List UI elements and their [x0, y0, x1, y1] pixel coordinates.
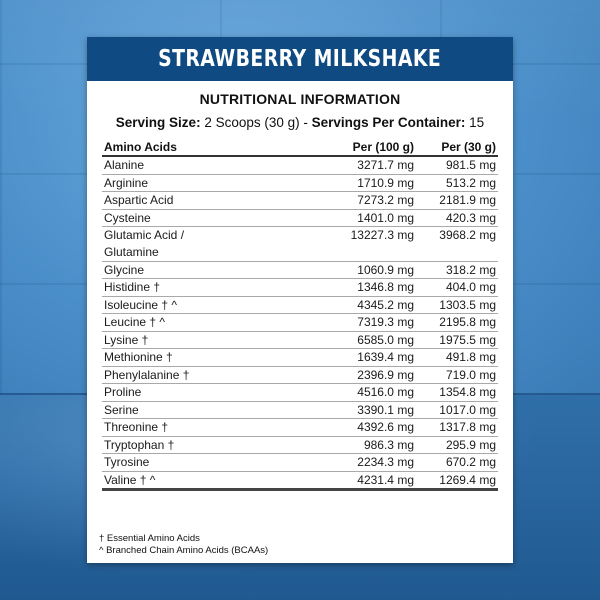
value-per-30g: 2181.9 mg — [439, 193, 496, 207]
amino-acid-name: Aspartic Acid — [104, 193, 174, 207]
amino-acid-table: Amino Acids Per (100 g) Per (30 g) Alani… — [102, 140, 498, 491]
amino-acid-name: Histidine † — [104, 280, 161, 294]
amino-acid-name: Threonine † — [104, 420, 169, 434]
table-row: Arginine 1710.9 mg 513.2 mg — [102, 175, 498, 192]
amino-acid-name: Cysteine — [104, 210, 151, 225]
nutrition-label-card: STRAWBERRY MILKSHAKE NUTRITIONAL INFORMA… — [87, 37, 513, 563]
table-row: Cysteine 1401.0 mg 420.3 mg — [102, 210, 498, 227]
value-per-30g: 491.8 mg — [445, 350, 496, 364]
amino-acid-name: Serine — [104, 402, 139, 417]
value-per-30g: 981.5 mg — [445, 158, 496, 172]
value-per-100g: 1639.4 mg — [357, 350, 414, 364]
amino-acid-name: Alanine — [104, 158, 145, 172]
amino-acid-name: Glycine — [104, 262, 145, 277]
value-per-100g: 1060.9 mg — [357, 262, 414, 277]
value-per-30g: 1269.4 mg — [439, 472, 496, 487]
value-per-100g: 2396.9 mg — [357, 367, 414, 382]
value-per-30g: 295.9 mg — [445, 437, 496, 452]
value-per-30g: 1354.8 mg — [439, 385, 496, 399]
label-header: STRAWBERRY MILKSHAKE — [87, 37, 513, 81]
table-row: Alanine 3271.7 mg 981.5 mg — [102, 157, 498, 175]
column-header-per-100g: Per (100 g) — [352, 140, 414, 154]
column-header-amino-acids: Amino Acids — [104, 140, 177, 154]
amino-acid-name: Lysine † — [104, 332, 149, 347]
value-per-100g: 4345.2 mg — [357, 297, 414, 312]
value-per-100g: 4392.6 mg — [357, 420, 414, 434]
value-per-100g: 3390.1 mg — [357, 402, 414, 417]
table-row: Serine 3390.1 mg 1017.0 mg — [102, 402, 498, 419]
serving-size-label: Serving Size: — [115, 115, 201, 130]
value-per-100g: 1401.0 mg — [357, 210, 414, 225]
table-row: Leucine † ^ 7319.3 mg 2195.8 mg — [102, 314, 498, 332]
value-per-30g: 3968.2 mg — [439, 228, 496, 242]
table-row: Glutamic Acid / Glutamine 13227.3 mg 396… — [102, 227, 498, 262]
amino-acid-name-line2: Glutamine — [104, 245, 159, 259]
value-per-100g: 1710.9 mg — [357, 175, 414, 190]
value-per-30g: 513.2 mg — [445, 175, 496, 190]
value-per-100g: 13227.3 mg — [350, 228, 414, 242]
table-row: Tyrosine 2234.3 mg 670.2 mg — [102, 454, 498, 472]
table-row: Tryptophan † 986.3 mg 295.9 mg — [102, 437, 498, 454]
table-row: Lysine † 6585.0 mg 1975.5 mg — [102, 332, 498, 349]
product-title: STRAWBERRY MILKSHAKE — [158, 46, 442, 72]
table-row: Glycine 1060.9 mg 318.2 mg — [102, 262, 498, 279]
serving-info: Serving Size: 2 Scoops (30 g) - Servings… — [87, 115, 513, 130]
amino-acid-name: Tryptophan † — [104, 437, 175, 452]
value-per-100g: 4516.0 mg — [357, 385, 414, 399]
value-per-100g: 7319.3 mg — [357, 315, 414, 329]
value-per-30g: 318.2 mg — [445, 262, 496, 277]
amino-acid-name: Glutamic Acid / Glutamine — [102, 227, 324, 261]
amino-acid-name: Arginine — [104, 175, 149, 190]
value-per-30g: 420.3 mg — [445, 210, 496, 225]
footnotes: † Essential Amino Acids ^ Branched Chain… — [99, 533, 268, 557]
table-row: Threonine † 4392.6 mg 1317.8 mg — [102, 419, 498, 437]
value-per-100g: 7273.2 mg — [357, 193, 414, 207]
value-per-30g: 2195.8 mg — [439, 315, 496, 329]
table-row: Aspartic Acid 7273.2 mg 2181.9 mg — [102, 192, 498, 210]
table-row: Phenylalanine † 2396.9 mg 719.0 mg — [102, 367, 498, 384]
value-per-100g: 1346.8 mg — [357, 280, 414, 294]
amino-acid-name: Isoleucine † ^ — [104, 297, 178, 312]
value-per-100g: 6585.0 mg — [357, 332, 414, 347]
amino-acid-name: Proline — [104, 385, 142, 399]
table-row: Histidine † 1346.8 mg 404.0 mg — [102, 279, 498, 297]
amino-acid-name: Methionine † — [104, 350, 173, 364]
amino-acid-name-line1: Glutamic Acid / — [104, 228, 185, 242]
value-per-30g: 1317.8 mg — [439, 420, 496, 434]
value-per-30g: 719.0 mg — [445, 367, 496, 382]
section-title: NUTRITIONAL INFORMATION — [199, 91, 401, 107]
value-per-100g: 4231.4 mg — [357, 472, 414, 487]
footnote-bcaa: ^ Branched Chain Amino Acids (BCAAs) — [99, 545, 269, 556]
amino-acid-name: Phenylalanine † — [104, 367, 190, 382]
footnote-essential-amino-acids: † Essential Amino Acids — [99, 533, 200, 544]
amino-acid-name: Tyrosine — [104, 455, 150, 469]
servings-per-container-value: 15 — [465, 115, 485, 130]
table-row: Valine † ^ 4231.4 mg 1269.4 mg — [102, 472, 498, 491]
value-per-30g: 670.2 mg — [445, 455, 496, 469]
serving-size-value: 2 Scoops (30 g) - — [200, 115, 312, 130]
table-row: Isoleucine † ^ 4345.2 mg 1303.5 mg — [102, 297, 498, 314]
amino-acid-name: Leucine † ^ — [104, 315, 166, 329]
value-per-100g: 3271.7 mg — [357, 158, 414, 172]
servings-per-container-label: Servings Per Container: — [311, 115, 466, 130]
table-row: Methionine † 1639.4 mg 491.8 mg — [102, 349, 498, 367]
value-per-100g: 2234.3 mg — [357, 455, 414, 469]
value-per-30g: 1303.5 mg — [439, 297, 496, 312]
table-header-row: Amino Acids Per (100 g) Per (30 g) — [102, 140, 498, 157]
value-per-30g: 1975.5 mg — [439, 332, 496, 347]
column-header-per-30g: Per (30 g) — [441, 140, 496, 154]
table-row: Proline 4516.0 mg 1354.8 mg — [102, 384, 498, 402]
value-per-30g: 1017.0 mg — [439, 402, 496, 417]
amino-acid-name: Valine † ^ — [104, 472, 156, 487]
value-per-100g: 986.3 mg — [363, 437, 414, 452]
value-per-30g: 404.0 mg — [445, 280, 496, 294]
